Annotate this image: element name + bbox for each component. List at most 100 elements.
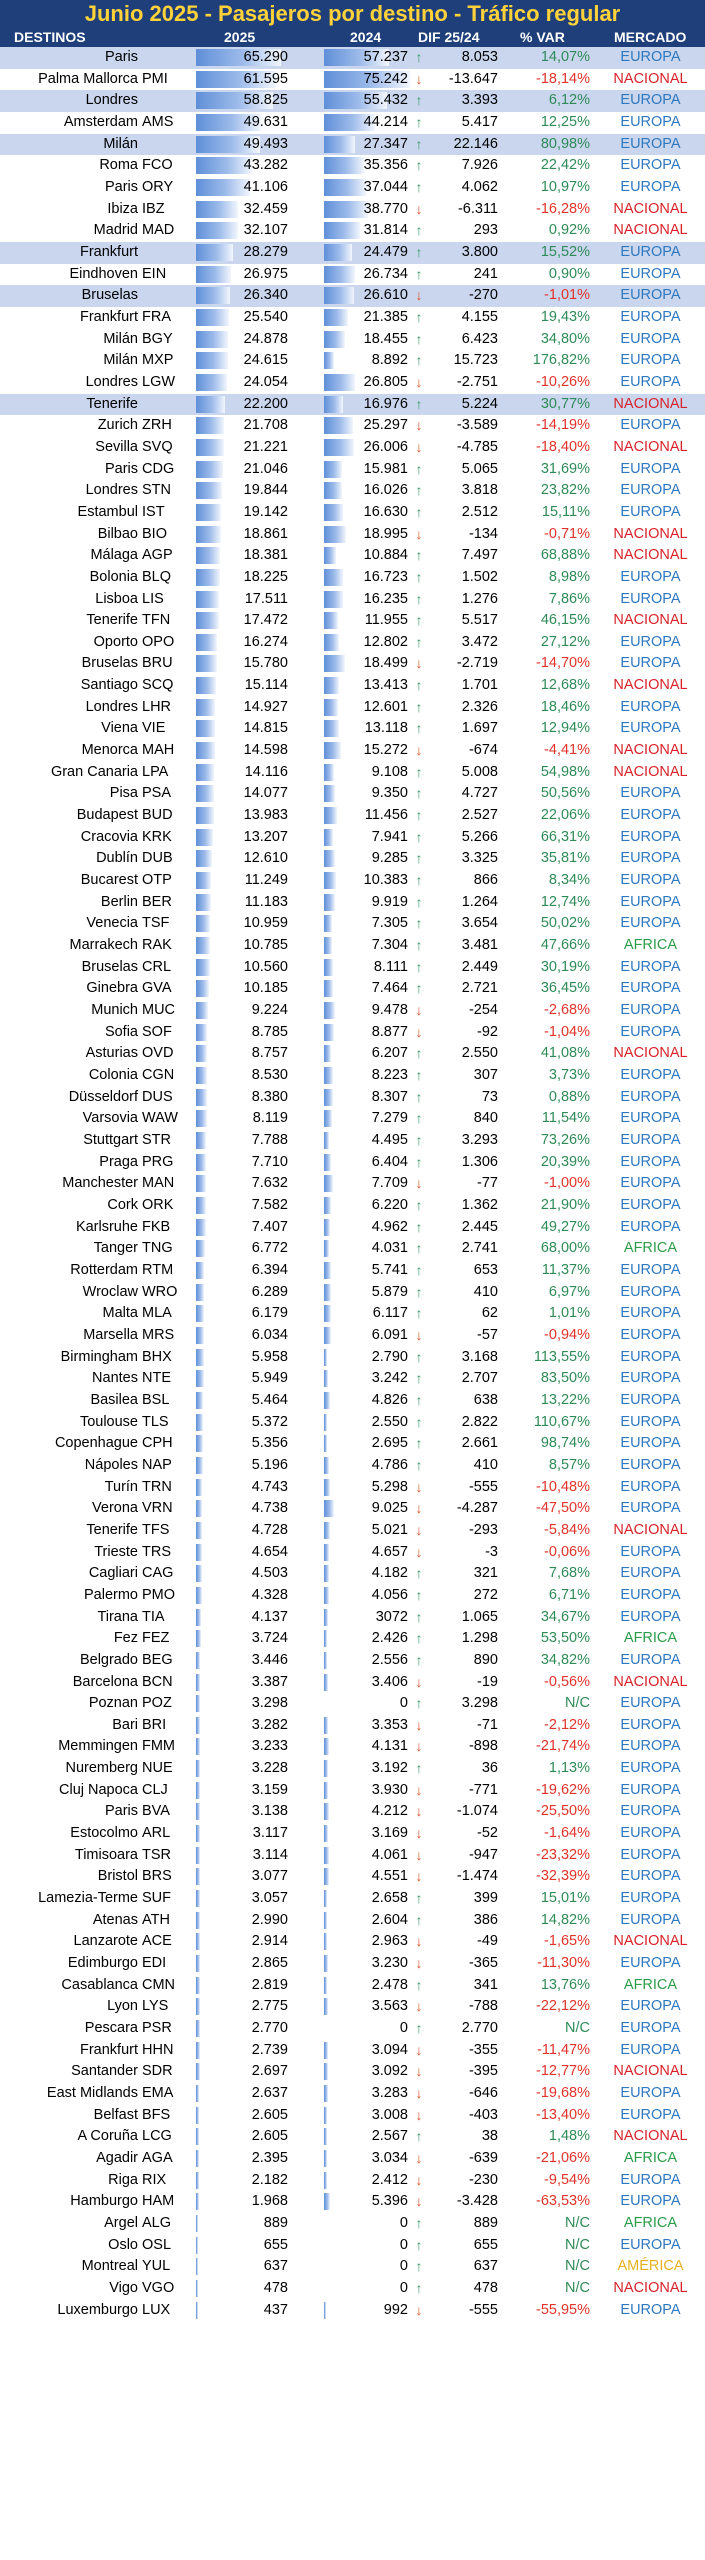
- value-2025: 4.503: [251, 1565, 288, 1582]
- market-badge: NACIONAL: [613, 200, 688, 217]
- difference: -57: [477, 1326, 498, 1343]
- destination-code: PMO: [142, 1586, 176, 1603]
- arrow-up-icon: ↑: [415, 178, 423, 195]
- table-row: Turín TRN 4.743 5.298 ↓ -555 -10,48% EUROPA: [0, 1477, 705, 1499]
- destination-code: BEG: [142, 1651, 173, 1668]
- arrow-up-icon: ↑: [415, 698, 423, 715]
- destination-code: CDG: [142, 460, 175, 477]
- percent-var: 22,42%: [540, 157, 590, 174]
- market-badge: NACIONAL: [613, 677, 688, 694]
- destination-city: Palermo: [84, 1586, 138, 1603]
- destination-code: OPO: [142, 633, 175, 650]
- market-badge: EUROPA: [620, 915, 681, 932]
- market-badge: EUROPA: [620, 157, 681, 174]
- percent-var: -10,26%: [535, 373, 590, 390]
- value-2025: 21.046: [243, 460, 288, 477]
- header-var: % VAR: [520, 29, 565, 45]
- bar-2024: [324, 807, 338, 825]
- bar-2025: [196, 1413, 203, 1431]
- arrow-up-icon: ↑: [415, 1760, 423, 1777]
- value-2025: 11.249: [244, 872, 288, 889]
- percent-var: -1,01%: [544, 287, 590, 304]
- market-badge: NACIONAL: [613, 763, 688, 780]
- market-badge: EUROPA: [620, 1543, 681, 1560]
- bar-2024: [324, 633, 339, 651]
- destination-code: CRL: [142, 958, 172, 975]
- market-badge: NACIONAL: [613, 525, 688, 542]
- difference: 7.926: [461, 157, 498, 174]
- percent-var: 12,25%: [540, 113, 590, 130]
- market-badge: EUROPA: [620, 503, 681, 520]
- bar-2025: [196, 1651, 201, 1669]
- difference: -71: [477, 1716, 498, 1733]
- difference: 2.661: [461, 1435, 498, 1452]
- percent-var: 80,98%: [540, 135, 590, 152]
- table-row: Colonia CGN 8.530 8.223 ↑ 307 3,73% EUROPA: [0, 1065, 705, 1087]
- bar-2025: [196, 1326, 204, 1344]
- percent-var: -11,47%: [537, 2041, 590, 2058]
- difference: 1.701: [461, 677, 498, 694]
- percent-var: -63,53%: [535, 2193, 590, 2210]
- value-2024: 38.770: [363, 200, 408, 217]
- arrow-up-icon: ↑: [415, 395, 423, 412]
- table-row: Bruselas CRL 10.560 8.111 ↑ 2.449 30,19% EUROPA: [0, 957, 705, 979]
- market-badge: EUROPA: [620, 2301, 681, 2318]
- table-row: Praga PRG 7.710 6.404 ↑ 1.306 20,39% EUROPA: [0, 1152, 705, 1174]
- arrow-down-icon: ↓: [415, 1326, 423, 1343]
- destination-city: Pisa: [109, 785, 138, 802]
- destination-code: BVA: [142, 1803, 170, 1820]
- percent-var: 13,22%: [540, 1391, 590, 1408]
- bar-2024: [324, 1846, 329, 1864]
- arrow-down-icon: ↓: [415, 2063, 423, 2080]
- bar-2025: [196, 460, 224, 478]
- value-2024: 6.404: [371, 1153, 408, 1170]
- bar-2024: [324, 308, 349, 326]
- difference: 866: [473, 872, 498, 889]
- percent-var: -1,65%: [544, 1933, 590, 1950]
- percent-var: 12,68%: [540, 677, 590, 694]
- percent-var: 30,77%: [540, 395, 590, 412]
- value-2024: 4.212: [371, 1803, 408, 1820]
- destination-city: Gran Canaria: [50, 763, 138, 780]
- table-row: Paris 65.290 57.237 ↑ 8.053 14,07% EUROPA: [0, 47, 705, 69]
- value-2025: 4.654: [251, 1543, 288, 1560]
- percent-var: N/C: [565, 2258, 590, 2275]
- value-2024: 10.383: [363, 872, 408, 889]
- difference: -395: [468, 2063, 498, 2080]
- bar-2025: [196, 547, 220, 565]
- difference: 3.298: [461, 1695, 498, 1712]
- bar-2024: [324, 1175, 333, 1193]
- value-2024: 26.006: [363, 438, 408, 455]
- percent-var: N/C: [565, 2215, 590, 2231]
- table-row: Bruselas BRU 15.780 18.499 ↓ -2.719 -14,70% EUR…: [0, 653, 705, 675]
- market-badge: AFRICA: [623, 937, 678, 954]
- value-2025: 10.560: [243, 958, 288, 975]
- percent-var: -1,00%: [544, 1175, 590, 1192]
- value-2024: 992: [383, 2301, 408, 2318]
- table-row: Memmingen FMM 3.233 4.131 ↓ -898 -21,74% EUROPA: [0, 1736, 705, 1758]
- bar-2025: [196, 568, 220, 586]
- percent-var: -0,71%: [544, 525, 590, 542]
- table-row: Nápoles NAP 5.196 4.786 ↑ 410 8,57% EUROPA: [0, 1455, 705, 1477]
- destination-city: Bruselas: [81, 287, 138, 304]
- difference: 5.224: [461, 395, 498, 412]
- destination-code: NAP: [142, 1456, 172, 1473]
- percent-var: 30,19%: [540, 958, 590, 975]
- percent-var: -55,95%: [535, 2301, 590, 2318]
- destination-code: TRN: [142, 1478, 172, 1495]
- value-2025: 16.274: [243, 633, 288, 650]
- value-2024: 4.962: [371, 1218, 408, 1235]
- value-2024: 16.235: [363, 590, 408, 607]
- bar-2025: [196, 503, 221, 521]
- value-2024: 16.976: [363, 395, 408, 412]
- market-badge: EUROPA: [620, 850, 681, 867]
- bar-2025: [196, 135, 261, 153]
- table-row: Stuttgart STR 7.788 4.495 ↑ 3.293 73,26% EUROPA: [0, 1130, 705, 1152]
- arrow-down-icon: ↓: [415, 2301, 423, 2318]
- destination-code: BGY: [142, 330, 173, 347]
- bar-2024: [324, 395, 344, 413]
- table-row: Wroclaw WRO 6.289 5.879 ↑ 410 6,97% EUROPA: [0, 1282, 705, 1304]
- value-2024: 26.734: [363, 265, 408, 282]
- difference: 2.770: [461, 2020, 498, 2037]
- arrow-up-icon: ↑: [415, 915, 423, 932]
